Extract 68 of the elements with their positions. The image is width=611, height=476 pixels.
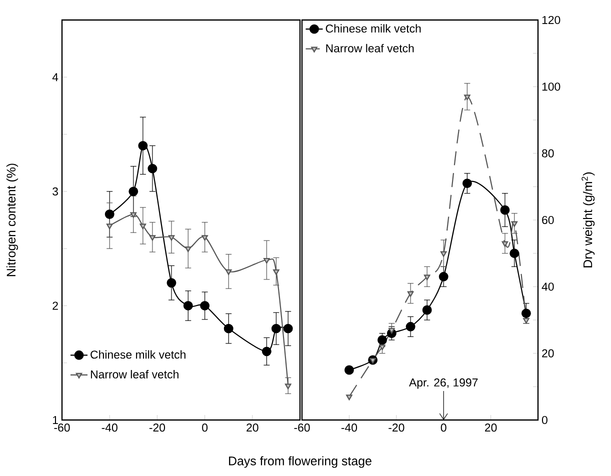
y-axis-title: Dry weight (g/m$^{2}$): [582, 172, 595, 268]
point: [464, 94, 470, 100]
point: [200, 300, 210, 310]
point: [271, 324, 281, 334]
point: [183, 300, 193, 310]
point: [283, 324, 293, 334]
point: [168, 235, 175, 241]
legend-label: Narrow leaf vetch: [326, 44, 414, 52]
point: [502, 241, 508, 247]
y-tick-label: 0: [542, 416, 548, 424]
x-tick-label: -60: [54, 424, 70, 432]
point: [407, 291, 414, 297]
point: [422, 305, 432, 315]
point: [462, 178, 472, 188]
point: [346, 394, 352, 400]
point: [273, 269, 280, 275]
y-tick-label: 1: [52, 416, 58, 424]
y-tick-label: 20: [542, 349, 554, 358]
point: [149, 235, 156, 241]
y-tick-label: 40: [542, 282, 554, 291]
point: [510, 248, 520, 258]
legend-label: Chinese milk vetch: [90, 350, 186, 359]
x-tick-label: 0: [202, 424, 208, 432]
point: [138, 140, 148, 150]
point: [140, 224, 146, 230]
point: [225, 269, 232, 275]
y-tick-label: 80: [542, 149, 554, 158]
legend-label: Narrow leaf vetch: [90, 370, 178, 378]
point: [440, 251, 447, 257]
x-axis-title: Days from flowering stage: [229, 456, 372, 468]
point: [378, 335, 387, 345]
x-tick-label: -60: [294, 424, 310, 432]
y-tick-label: 3: [52, 187, 58, 196]
y-tick-label: 4: [52, 73, 58, 82]
point: [262, 346, 272, 356]
x-tick-label: -40: [102, 424, 118, 432]
y-tick-label: 120: [542, 16, 560, 24]
point: [224, 324, 234, 334]
point: [130, 212, 137, 218]
x-tick-label: -20: [149, 424, 166, 432]
x-tick-label: -20: [388, 424, 404, 432]
point: [284, 384, 292, 390]
point: [500, 205, 510, 215]
x-tick-label: 0: [440, 424, 446, 432]
point: [202, 235, 208, 241]
annotation: Apr. 26, 1997: [409, 378, 478, 389]
legend-label: Chinese milk vetch: [326, 24, 421, 33]
x-tick-label: -40: [341, 424, 358, 432]
point: [264, 258, 270, 264]
y-tick-label: 60: [542, 216, 554, 224]
point: [106, 224, 113, 230]
point: [185, 246, 192, 252]
x-tick-label: 20: [246, 424, 258, 432]
point: [521, 308, 531, 318]
y-axis-title: Nitrogen content (%): [6, 164, 18, 276]
point: [379, 344, 386, 350]
point: [166, 278, 176, 288]
point: [438, 272, 448, 282]
y-tick-label: 2: [52, 302, 58, 310]
point: [344, 365, 354, 375]
point: [511, 221, 518, 227]
point: [424, 274, 430, 280]
x-tick-label: 20: [485, 424, 497, 432]
point: [128, 186, 138, 196]
point: [104, 210, 114, 220]
point: [406, 322, 416, 332]
y-tick-label: 100: [542, 82, 560, 91]
point: [148, 164, 158, 174]
